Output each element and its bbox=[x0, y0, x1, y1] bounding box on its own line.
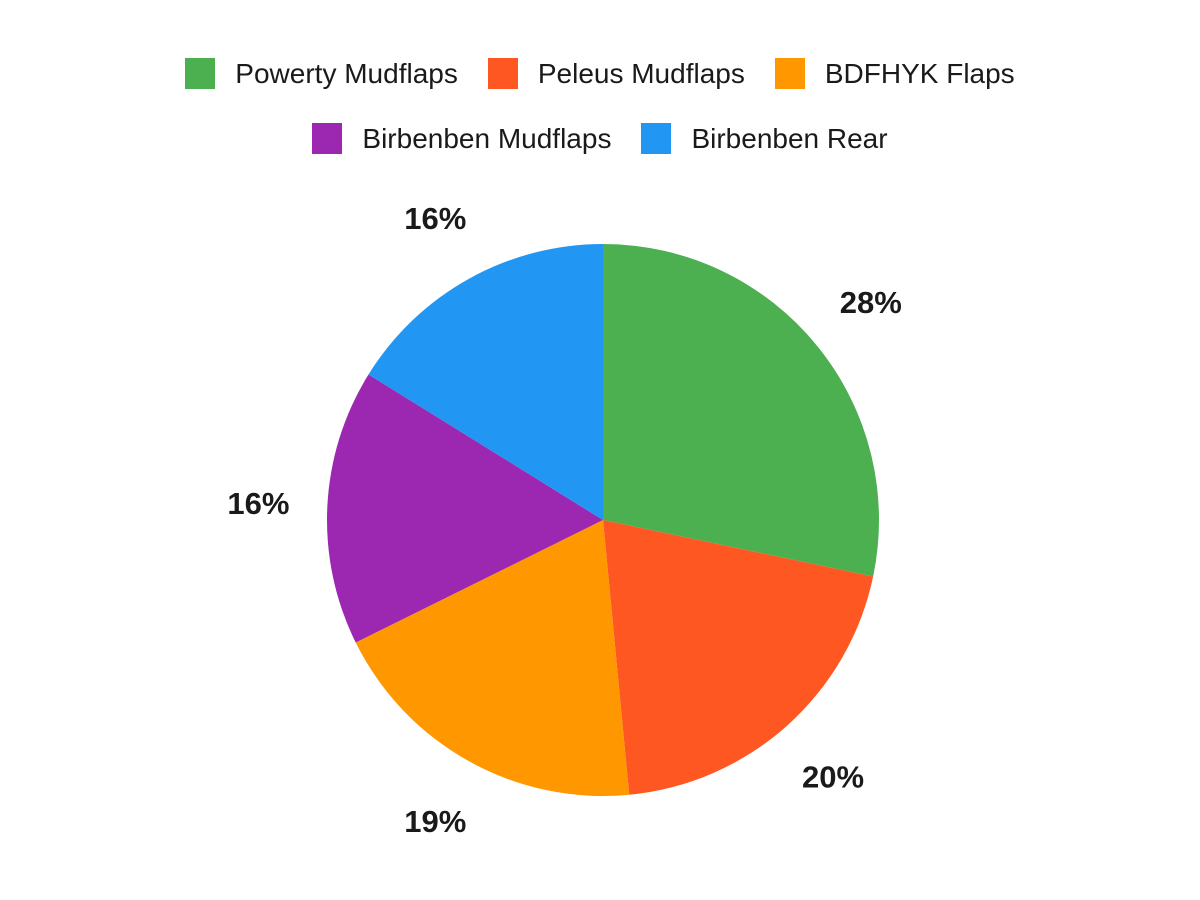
pie-slice-birbenben-rear bbox=[368, 244, 603, 520]
legend-item-peleus-mudflaps: Peleus Mudflaps bbox=[487, 58, 745, 89]
legend-swatch-birbenben-mudflaps bbox=[312, 123, 343, 154]
pie-slice-bdfhyk-flaps bbox=[355, 520, 630, 796]
pie-slice-label-bdfhyk-flaps: 19% bbox=[404, 804, 466, 839]
legend-label-bdfhyk-flaps: BDFHYK Flaps bbox=[824, 58, 1015, 89]
legend-swatch-birbenben-rear bbox=[641, 123, 672, 154]
pie-slice-label-birbenben-rear: 16% bbox=[404, 201, 466, 236]
legend-row-1: Powerty Mudflaps Peleus Mudflaps BDFHYK Fl… bbox=[185, 58, 1015, 89]
legend-label-powerty-mudflaps: Powerty Mudflaps bbox=[235, 58, 458, 89]
legend-label-peleus-mudflaps: Peleus Mudflaps bbox=[537, 58, 745, 89]
legend-row-2: Birbenben Mudflaps Birbenben Rear bbox=[312, 123, 888, 154]
legend-swatch-powerty-mudflaps bbox=[185, 58, 216, 89]
legend-item-powerty-mudflaps: Powerty Mudflaps bbox=[185, 58, 458, 89]
pie-slice-powerty-mudflaps bbox=[603, 244, 880, 577]
pie-slice-label-peleus-mudflaps: 20% bbox=[802, 760, 864, 795]
legend-item-birbenben-mudflaps: Birbenben Mudflaps bbox=[312, 123, 611, 154]
legend-swatch-peleus-mudflaps bbox=[487, 58, 518, 89]
pie-slice-label-birbenben-mudflaps: 16% bbox=[227, 486, 289, 521]
legend-label-birbenben-rear: Birbenben Rear bbox=[691, 123, 888, 154]
legend-swatch-bdfhyk-flaps bbox=[774, 58, 805, 89]
legend-label-birbenben-mudflaps: Birbenben Mudflaps bbox=[362, 123, 612, 154]
legend-item-bdfhyk-flaps: BDFHYK Flaps bbox=[774, 58, 1015, 89]
pie-slice-peleus-mudflaps bbox=[603, 520, 874, 795]
chart-legend: Powerty Mudflaps Peleus Mudflaps BDFHYK Fl… bbox=[0, 58, 1200, 154]
legend-item-birbenben-rear: Birbenben Rear bbox=[641, 123, 888, 154]
pie-slice-birbenben-mudflaps bbox=[327, 374, 603, 643]
pie-slice-label-powerty-mudflaps: 28% bbox=[840, 285, 902, 320]
